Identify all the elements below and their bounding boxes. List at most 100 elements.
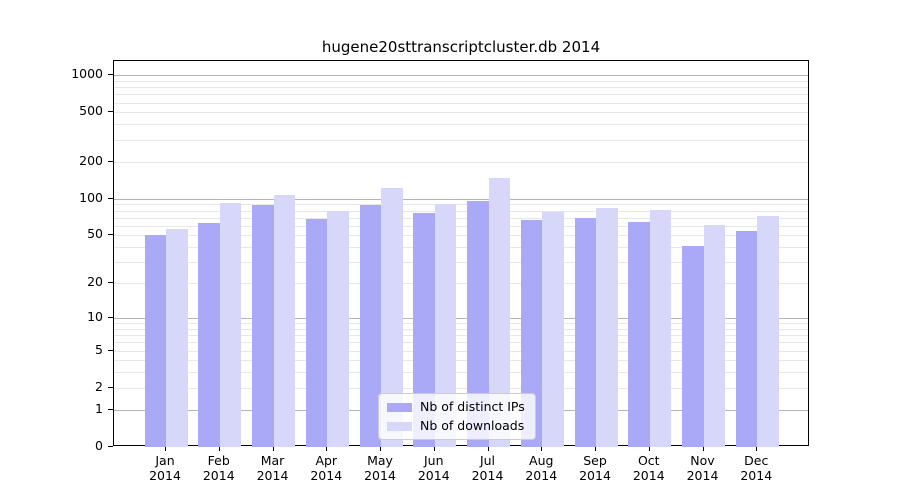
legend-swatch-downloads	[387, 421, 412, 431]
x-tick-year: 2014	[740, 468, 773, 483]
y-tick-label: 1000	[71, 66, 103, 82]
gridline-minor	[114, 94, 808, 96]
plot-area	[113, 60, 809, 447]
gridline-minor	[114, 342, 808, 344]
bar-aug-2014-distinct-ips	[520, 219, 543, 447]
x-tick-label: Feb 2014	[191, 453, 247, 483]
bar-jul-2014-distinct-ips	[467, 201, 489, 447]
gridline-minor	[114, 283, 808, 285]
gridline-minor	[114, 247, 808, 249]
x-tick-year: 2014	[471, 468, 504, 483]
x-tick	[595, 446, 596, 451]
bar-jan-2014-distinct-ips	[144, 235, 166, 447]
y-tick-label: 10	[87, 308, 103, 324]
x-tick-month: Apr	[315, 453, 338, 468]
x-tick	[756, 446, 758, 451]
gridline-major	[114, 75, 808, 77]
legend: Nb of distinct IPs Nb of downloads	[378, 393, 536, 440]
bar-jun-2014-downloads	[434, 203, 457, 447]
x-tick-month: Jun	[423, 453, 444, 468]
x-tick-label: Jan 2014	[137, 453, 193, 483]
legend-label-downloads: Nb of downloads	[420, 418, 525, 433]
y-tick	[108, 386, 113, 388]
x-tick-year: 2014	[686, 468, 719, 483]
x-tick-month: Sep	[583, 453, 607, 468]
gridline-minor	[114, 360, 808, 362]
gridline-minor	[114, 387, 808, 389]
x-tick-month: Mar	[260, 453, 285, 468]
y-tick	[108, 197, 113, 199]
x-tick-label: Jun 2014	[406, 453, 462, 483]
x-tick-label: Mar 2014	[245, 453, 301, 483]
x-tick-month: Aug	[529, 453, 554, 468]
y-tick-label: 200	[79, 152, 103, 168]
bar-feb-2014-distinct-ips	[198, 223, 220, 447]
y-tick-label: 0	[95, 438, 103, 453]
gridline-minor	[114, 161, 808, 163]
x-tick-label: Jul 2014	[460, 453, 516, 483]
bar-jan-2014-downloads	[166, 228, 188, 447]
chart-title: hugene20sttranscriptcluster.db 2014	[321, 38, 601, 56]
x-tick	[218, 446, 220, 451]
x-tick-month: Oct	[637, 453, 660, 468]
gridline-minor	[114, 323, 808, 325]
y-tick	[108, 408, 113, 410]
y-tick	[108, 111, 113, 113]
bar-feb-2014-downloads	[219, 202, 242, 447]
x-tick	[165, 446, 166, 451]
x-tick-label: Sep 2014	[567, 453, 623, 483]
x-tick-label: Aug 2014	[513, 453, 569, 483]
x-tick-year: 2014	[417, 468, 450, 483]
bar-may-2014-downloads	[381, 187, 403, 447]
y-tick	[108, 74, 113, 76]
x-tick	[326, 446, 328, 451]
bar-sep-2014-downloads	[596, 207, 618, 447]
bar-dec-2014-downloads	[757, 216, 779, 447]
bar-nov-2014-distinct-ips	[682, 245, 704, 447]
x-tick-year: 2014	[525, 468, 558, 483]
y-tick	[108, 446, 113, 447]
gridline-major	[114, 317, 808, 319]
y-tick	[108, 160, 113, 162]
y-tick-label: 2	[95, 378, 103, 394]
x-tick-month: Nov	[690, 453, 715, 468]
x-tick-label: May 2014	[352, 453, 408, 483]
x-tick	[702, 446, 704, 451]
x-tick-year: 2014	[256, 468, 289, 483]
x-tick-year: 2014	[202, 468, 235, 483]
x-tick-label: Apr 2014	[298, 453, 354, 483]
bar-oct-2014-downloads	[649, 209, 672, 447]
x-tick-label: Dec 2014	[728, 453, 784, 483]
legend-label-distinct-ips: Nb of distinct IPs	[420, 399, 525, 414]
gridline-major	[114, 198, 808, 200]
bar-mar-2014-downloads	[273, 195, 295, 447]
x-tick-year: 2014	[632, 468, 665, 483]
bar-apr-2014-downloads	[327, 210, 349, 447]
y-tick-label: 50	[87, 226, 103, 242]
x-tick-month: May	[367, 453, 393, 468]
legend-swatch-distinct-ips	[387, 402, 412, 412]
x-tick-label: Nov 2014	[675, 453, 731, 483]
x-tick	[487, 446, 489, 451]
y-tick-label: 1	[95, 400, 103, 416]
x-tick	[433, 446, 435, 451]
y-tick-label: 20	[87, 274, 103, 290]
x-tick	[648, 446, 650, 451]
x-tick	[272, 446, 274, 451]
gridline-minor	[114, 217, 808, 219]
gridline-minor	[114, 139, 808, 141]
bar-dec-2014-distinct-ips	[735, 231, 758, 447]
x-tick	[541, 446, 543, 451]
bar-oct-2014-distinct-ips	[628, 221, 650, 447]
gridline-minor	[114, 124, 808, 126]
gridline-minor	[114, 87, 808, 89]
bar-apr-2014-distinct-ips	[305, 219, 328, 447]
gridline-minor	[114, 210, 808, 212]
bar-aug-2014-downloads	[542, 211, 564, 447]
bar-jul-2014-downloads	[488, 178, 510, 447]
x-tick-label: Oct 2014	[621, 453, 677, 483]
gridline-minor	[114, 80, 808, 82]
x-tick-month: Dec	[744, 453, 769, 468]
gridline-minor	[114, 335, 808, 337]
